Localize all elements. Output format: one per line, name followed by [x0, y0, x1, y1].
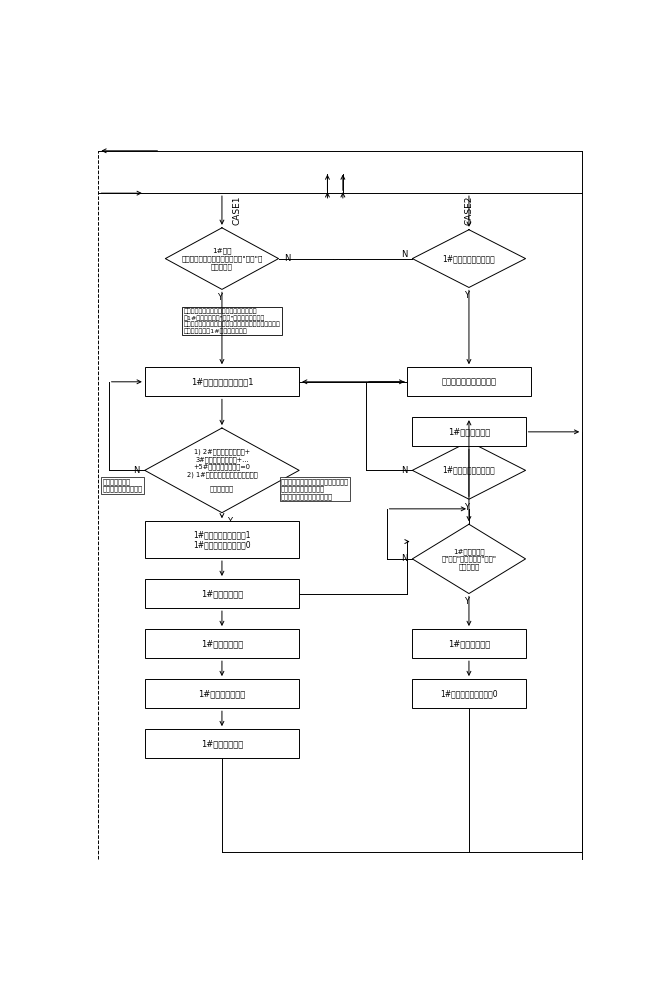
- Text: 〔注：同一时刻
只允许一座滤池反洗〕: 〔注：同一时刻 只允许一座滤池反洗〕: [102, 478, 143, 492]
- Text: CASE1: CASE1: [233, 196, 242, 225]
- Bar: [145, 629, 299, 658]
- Text: 手动操作每台阀门、设备: 手动操作每台阀门、设备: [442, 377, 497, 386]
- Text: Y: Y: [217, 293, 222, 302]
- Text: N: N: [133, 466, 139, 475]
- Text: Y: Y: [227, 517, 232, 526]
- Text: 1#滤池反洗状态信号＝0: 1#滤池反洗状态信号＝0: [440, 689, 498, 698]
- Bar: [412, 679, 526, 708]
- Bar: [407, 367, 531, 396]
- Text: 〔注：如果两座（以上）滤池请求反洗
信号同时到来，则先响应
序号靠前的滤池反洗请求。〕: 〔注：如果两座（以上）滤池请求反洗 信号同时到来，则先响应 序号靠前的滤池反洗请…: [281, 478, 349, 500]
- Text: 1#滤池气水洗程序: 1#滤池气水洗程序: [199, 689, 246, 698]
- Text: N: N: [284, 254, 290, 263]
- Text: Y: Y: [464, 503, 469, 512]
- Bar: [412, 629, 526, 658]
- Text: 1#滤池手动按钮按下？: 1#滤池手动按钮按下？: [443, 254, 495, 263]
- Text: CASE2: CASE2: [464, 196, 473, 225]
- Bar: [145, 367, 299, 396]
- Text: N: N: [401, 250, 407, 259]
- Text: N: N: [401, 554, 407, 563]
- Text: 1#滤池反洗请求信号＝1: 1#滤池反洗请求信号＝1: [191, 377, 253, 386]
- Bar: [145, 679, 299, 708]
- Text: Y: Y: [464, 291, 469, 300]
- Bar: [145, 729, 299, 758]
- Text: 1#滤池气洗程序: 1#滤池气洗程序: [201, 639, 243, 648]
- Bar: [145, 579, 299, 608]
- Text: 1#滤池停止程序: 1#滤池停止程序: [448, 639, 490, 648]
- Text: 1#滤池停止程序: 1#滤池停止程序: [448, 427, 490, 436]
- Text: Y: Y: [464, 597, 469, 606]
- Text: 1#滤池停止程序: 1#滤池停止程序: [201, 589, 243, 598]
- Text: 该按钮等到反洗过程结束后才能自动解除，
当1#滤池步控中的"反洗"复位按钮按下前，
反洗过程已结束的话，需再自动执行一次整组反洗起动，
然后将自动执行1#滤池停: 该按钮等到反洗过程结束后才能自动解除， 当1#滤池步控中的"反洗"复位按钮按下前…: [183, 309, 280, 334]
- Text: 1#滤池手动按钮复位？: 1#滤池手动按钮复位？: [443, 466, 495, 475]
- Text: 1#滤池反洗状态信号＝1
1#滤池反洗请求信号＝0: 1#滤池反洗状态信号＝1 1#滤池反洗请求信号＝0: [193, 530, 251, 549]
- Text: 1#滤池水洗程序: 1#滤池水洗程序: [201, 739, 243, 748]
- Text: 1) 2#滤池反洗状态信号+
3#滤池反洗状态信号+…
+5#滤池反洗状态信号=0
2) 1#滤池反洗请求信号最先到来？

两条均满足？: 1) 2#滤池反洗状态信号+ 3#滤池反洗状态信号+… +5#滤池反洗状态信号=…: [187, 448, 257, 492]
- Text: N: N: [401, 466, 407, 475]
- Text: 1#滤池
步控被钮按下，并且选择了其中"反洗"？
（见下注）: 1#滤池 步控被钮按下，并且选择了其中"反洗"？ （见下注）: [181, 248, 263, 270]
- Text: 1#滤池步控中
的"反洗"按钮复位或"步控"
按钮复位？: 1#滤池步控中 的"反洗"按钮复位或"步控" 按钮复位？: [442, 548, 497, 570]
- Bar: [145, 521, 299, 558]
- Bar: [412, 417, 526, 446]
